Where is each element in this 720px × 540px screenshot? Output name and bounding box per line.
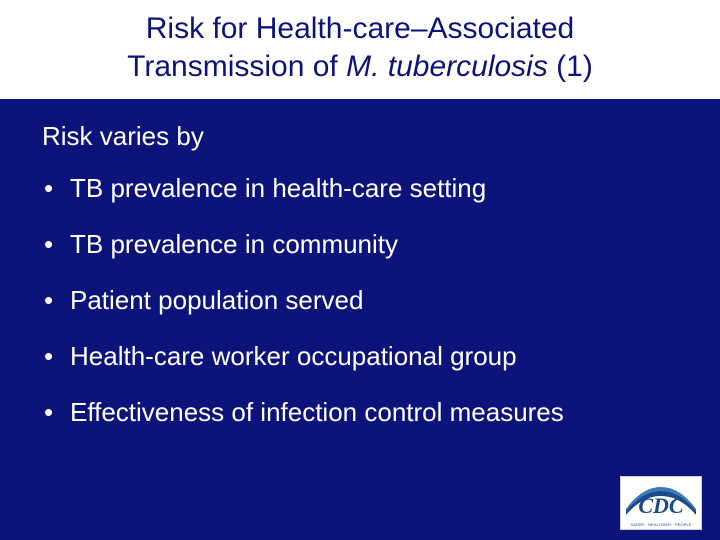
svg-text:CDC: CDC bbox=[638, 493, 684, 518]
cdc-logo-icon: CDC bbox=[622, 481, 700, 525]
bullet-list: TB prevalence in health-care setting TB … bbox=[42, 174, 680, 427]
title-line2-pre: Transmission of bbox=[127, 50, 346, 83]
list-item: Patient population served bbox=[42, 286, 680, 316]
title-line1: Risk for Health-care–Associated bbox=[146, 12, 575, 45]
slide-title: Risk for Health-care–Associated Transmis… bbox=[30, 10, 690, 85]
title-band: Risk for Health-care–Associated Transmis… bbox=[0, 0, 720, 99]
slide-body: Risk varies by TB prevalence in health-c… bbox=[0, 99, 720, 427]
title-italic: M. tuberculosis bbox=[346, 50, 548, 83]
list-item: Effectiveness of infection control measu… bbox=[42, 398, 680, 428]
logo-tagline: SAFER · HEALTHIER · PEOPLE bbox=[630, 522, 691, 527]
list-item: Health-care worker occupational group bbox=[42, 342, 680, 372]
intro-text: Risk varies by bbox=[42, 121, 680, 152]
list-item: TB prevalence in health-care setting bbox=[42, 174, 680, 204]
cdc-logo: CDC SAFER · HEALTHIER · PEOPLE bbox=[620, 476, 702, 530]
list-item: TB prevalence in community bbox=[42, 230, 680, 260]
title-line2-post: (1) bbox=[548, 50, 593, 83]
